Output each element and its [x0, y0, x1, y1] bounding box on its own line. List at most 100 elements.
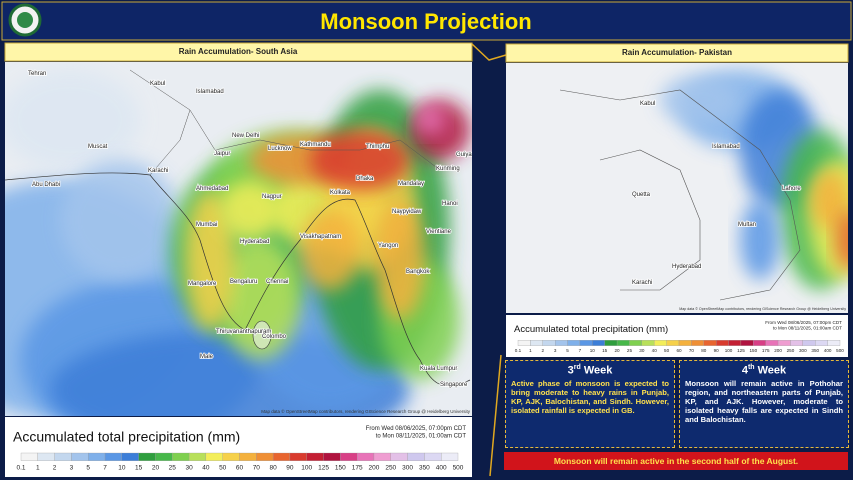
city-label: Kathmandu — [300, 142, 331, 148]
week-suffix: rd — [573, 364, 581, 371]
rain-blob — [220, 180, 280, 240]
legend-swatch — [666, 340, 680, 346]
city-label: Thimphu — [366, 144, 389, 150]
border — [559, 89, 801, 301]
legend-tick-label: 7 — [103, 465, 107, 472]
legend-swatch — [88, 452, 106, 461]
rain-blob — [220, 240, 300, 360]
legend-tick-label: 7 — [579, 348, 582, 353]
legend-tick-label: 2 — [53, 465, 57, 472]
legend-swatch — [555, 340, 568, 346]
city-label: Jaipur — [214, 151, 230, 157]
legend-swatch — [604, 340, 618, 346]
legend-swatch — [188, 452, 207, 461]
city-label: Naypyidaw — [392, 209, 422, 215]
rain-blob — [835, 210, 848, 270]
legend-swatch — [641, 340, 655, 346]
legend-tick-label: 25 — [627, 348, 633, 353]
legend-tick-label: 90 — [286, 465, 294, 472]
legend-tick-label: 10 — [590, 348, 596, 353]
rain-blob — [740, 200, 780, 280]
legend-swatch — [530, 340, 543, 346]
city-label: Mumbai — [196, 222, 217, 228]
legend-swatch — [357, 452, 375, 461]
legend-tick-label: 175 — [352, 465, 363, 472]
week-text: Active phase of monsoon is expected to b… — [511, 378, 669, 415]
legend-tick-label: 30 — [185, 465, 193, 472]
legend-tick-label: 200 — [369, 465, 380, 472]
banner: Monsoon will remain active in the second… — [504, 452, 848, 470]
attribution: Map data © OpenStreetMap contributors, r… — [261, 408, 470, 414]
rain-blob — [300, 210, 360, 290]
legend-swatch — [802, 340, 816, 346]
south-asia-map: Tehran Muscat Abu Dhabi Kabul Islamabad New D… — [5, 62, 472, 416]
week-label: Week — [583, 364, 613, 377]
city-label: Mandalay — [398, 181, 424, 187]
legend-tick-label: 50 — [219, 465, 227, 472]
title-bar — [1, 1, 852, 41]
legend-swatch — [20, 452, 38, 461]
city-label: Kabul — [150, 81, 165, 87]
connector — [489, 354, 502, 477]
rain-blob — [375, 200, 425, 320]
right-header — [505, 43, 849, 63]
rain-blob — [810, 170, 848, 230]
legend-swatch — [567, 340, 581, 346]
legend-tick-label: 25 — [169, 465, 177, 472]
legend-swatch — [306, 452, 324, 461]
legend-swatch — [616, 340, 630, 346]
legend-swatch — [407, 452, 425, 461]
week-text: Monsoon will remain active in Pothohar r… — [685, 378, 843, 425]
legend-to: to Mon 08/11/2025, 01:00am CDT — [376, 433, 467, 439]
legend-tick-label: 5 — [566, 348, 569, 353]
legend-tick-label: 2 — [541, 348, 544, 353]
legend-tick-label: 60 — [236, 465, 244, 472]
city-label: Kabul — [640, 101, 655, 107]
week-title: 4th Week — [685, 364, 843, 377]
legend-swatch — [592, 340, 605, 346]
city-label: Tehran — [28, 71, 46, 77]
week-suffix: th — [747, 364, 755, 371]
legend-to: to Mon 08/11/2025, 01:00am CDT — [773, 325, 842, 330]
week-number: 4 — [741, 364, 748, 377]
city-label: New Delhi — [232, 133, 259, 139]
legend-tick-label: 300 — [799, 348, 807, 353]
legend-tick-label: 350 — [419, 465, 430, 472]
city-label: Ahmedabad — [196, 186, 228, 192]
legend-swatch — [340, 452, 358, 461]
legend-swatch — [172, 452, 190, 461]
city-label: Thiruvananthapuram — [216, 329, 271, 335]
legend-swatch — [629, 340, 642, 346]
city-label: Kuala Lumpur — [420, 366, 457, 372]
legend-tick-label: 1 — [529, 348, 532, 353]
legend-tick-label: 200 — [774, 348, 782, 353]
pakistan-map: Kabul Islamabad Lahore Quetta Multan Hyderaba… — [506, 63, 848, 313]
city-label: Kunming — [436, 166, 460, 172]
city-label: Mangalore — [188, 281, 217, 287]
rain-blob — [60, 160, 180, 280]
border — [129, 69, 441, 176]
legend-tick-label: 0.1 — [515, 348, 522, 353]
legend-swatch — [424, 452, 442, 461]
legend-tick-label: 300 — [402, 465, 413, 472]
city-label: Dhaka — [356, 176, 374, 182]
legend-title: Accumulated total precipitation (mm) — [514, 324, 668, 335]
legend-swatch — [71, 452, 89, 461]
legend-tick-label: 80 — [701, 348, 707, 353]
legend-swatch — [753, 340, 766, 346]
legend-swatch — [542, 340, 556, 346]
legend-swatch — [579, 340, 593, 346]
rain-blob — [5, 70, 140, 170]
week-number: 3 — [567, 364, 574, 377]
legend-tick-label: 30 — [639, 348, 645, 353]
rain-blob — [415, 105, 445, 135]
city-label: Chennai — [266, 279, 288, 285]
legend-swatch — [827, 340, 841, 346]
week-label: Week — [757, 364, 787, 377]
legend-swatch — [289, 452, 307, 461]
legend-bg — [506, 315, 848, 357]
legend-tick-label: 80 — [269, 465, 277, 472]
legend-swatch — [678, 340, 692, 346]
